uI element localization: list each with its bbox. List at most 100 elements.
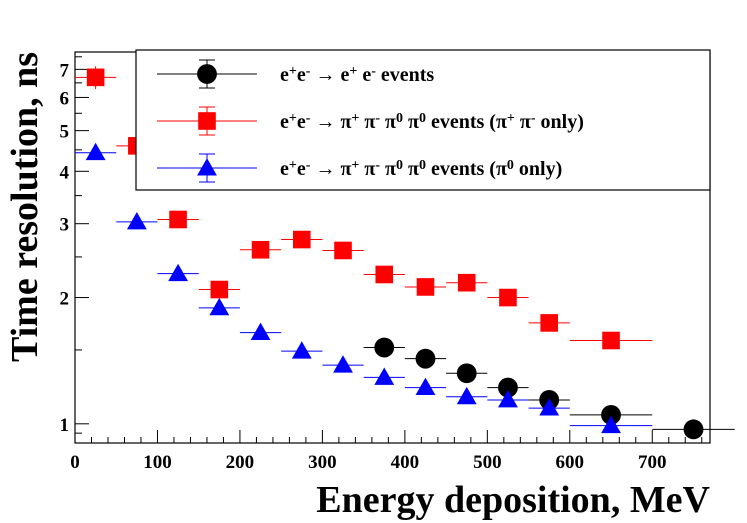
legend-superscript: + — [507, 111, 515, 126]
legend-superscript: 0 — [507, 158, 514, 173]
x-tick-label: 0 — [70, 452, 80, 473]
y-axis-title: Time resolution, ns — [4, 52, 46, 362]
x-tick-label: 300 — [308, 452, 337, 473]
legend-text-part: π — [515, 111, 531, 133]
legend-text-part: π — [380, 111, 396, 133]
data-point-marker — [250, 322, 271, 341]
data-point-marker — [334, 241, 352, 260]
y-tick-label: 6 — [60, 88, 70, 109]
legend-superscript: 0 — [396, 111, 403, 126]
data-point-marker — [498, 377, 518, 398]
legend-text-part: events (π — [426, 111, 507, 133]
legend-superscript: + — [349, 64, 357, 79]
x-tick-label: 100 — [143, 452, 172, 473]
legend-text-part: → π — [310, 158, 351, 180]
x-axis-title: Energy deposition, MeV — [316, 479, 710, 521]
series-triangle — [75, 142, 653, 434]
series-circle — [363, 337, 735, 440]
data-point-marker — [374, 367, 395, 385]
data-point-marker — [168, 263, 189, 282]
legend-text-part: e — [280, 111, 289, 133]
legend-text-part: e — [280, 64, 289, 86]
data-point-marker — [292, 230, 311, 249]
data-point-marker — [333, 355, 353, 373]
legend-text-part: events — [376, 64, 435, 86]
data-point-marker — [209, 297, 230, 316]
x-tick-label: 400 — [391, 452, 420, 473]
ticks-layer: 0 100 200 300 400 500 600 700 1 2 3 4 5 6 7 — [60, 56, 703, 473]
legend-superscript: - — [306, 64, 311, 79]
legend-text-part: π — [403, 111, 419, 133]
x-tick-label: 700 — [638, 452, 667, 473]
data-point-marker — [601, 415, 621, 434]
data-point-marker — [683, 419, 704, 440]
x-tick-label: 600 — [556, 452, 585, 473]
legend-text-part: π — [359, 111, 375, 133]
data-point-marker — [415, 377, 436, 396]
legend-superscript: + — [351, 111, 359, 126]
data-point-marker — [210, 280, 229, 299]
data-point-marker — [457, 273, 476, 292]
legend-superscript: + — [289, 111, 297, 126]
legend-text-part: π — [380, 158, 396, 180]
legend-entry-label: e+e- → π+ π- π0 π0 events (π+ π- only) — [280, 111, 584, 133]
legend-text-part: only) — [514, 158, 562, 180]
data-point-marker — [539, 398, 560, 416]
data-point-marker — [499, 288, 517, 307]
legend-text-part: → e — [310, 64, 349, 86]
legend-text-part: e — [357, 64, 371, 86]
legend-text-part: → π — [310, 111, 351, 133]
legend-box — [135, 49, 711, 191]
legend-text-part: e — [280, 158, 289, 180]
data-point-marker — [498, 390, 518, 408]
legend-text-part: π — [403, 158, 419, 180]
x-tick-label: 200 — [226, 452, 255, 473]
data-point-marker — [198, 112, 216, 130]
data-point-marker — [456, 363, 477, 384]
data-point-marker — [601, 405, 621, 425]
legend-superscript: - — [531, 111, 536, 126]
legend-text-part: e — [297, 64, 306, 86]
legend-superscript: + — [351, 158, 359, 173]
legend-text-part: π — [359, 158, 375, 180]
y-tick-label: 7 — [60, 60, 70, 81]
legend-superscript: - — [306, 158, 311, 173]
legend-superscript: - — [375, 111, 380, 126]
data-point-marker — [374, 337, 395, 358]
data-point-marker — [86, 68, 105, 87]
data-point-marker — [602, 331, 620, 350]
x-tick-label: 500 — [473, 452, 502, 473]
legend-text-part: e — [297, 111, 306, 133]
legend-superscript: 0 — [419, 111, 426, 126]
legend-superscript: 0 — [396, 158, 403, 173]
legend-superscript: + — [289, 158, 297, 173]
data-point-marker — [169, 210, 187, 229]
y-tick-label: 5 — [60, 122, 70, 143]
data-point-marker — [375, 265, 394, 284]
data-point-marker — [456, 386, 477, 405]
data-point-marker — [197, 64, 217, 84]
data-point-marker — [540, 314, 558, 332]
y-tick-label: 3 — [60, 215, 70, 236]
legend-superscript: - — [371, 64, 376, 79]
data-point-marker — [415, 348, 436, 369]
data-point-marker — [291, 341, 312, 359]
legend-superscript: - — [375, 158, 380, 173]
y-tick-label: 2 — [60, 289, 70, 310]
legend-text-part: events (π — [426, 158, 507, 180]
data-point-marker — [85, 142, 106, 161]
legend-superscript: 0 — [419, 158, 426, 173]
y-tick-label: 1 — [60, 415, 70, 436]
legend-text-part: only) — [536, 111, 584, 133]
data-point-marker — [197, 158, 217, 176]
legend-entry-label: e+e- → π+ π- π0 π0 events (π0 only) — [280, 158, 562, 180]
data-point-marker — [416, 278, 435, 296]
legend-text-part: e — [297, 158, 306, 180]
data-point-marker — [251, 240, 270, 259]
legend-superscript: + — [289, 64, 297, 79]
legend-entry-label: e+e- → e+ e- events — [280, 64, 434, 86]
data-point-marker — [126, 211, 147, 230]
legend-superscript: - — [306, 111, 311, 126]
